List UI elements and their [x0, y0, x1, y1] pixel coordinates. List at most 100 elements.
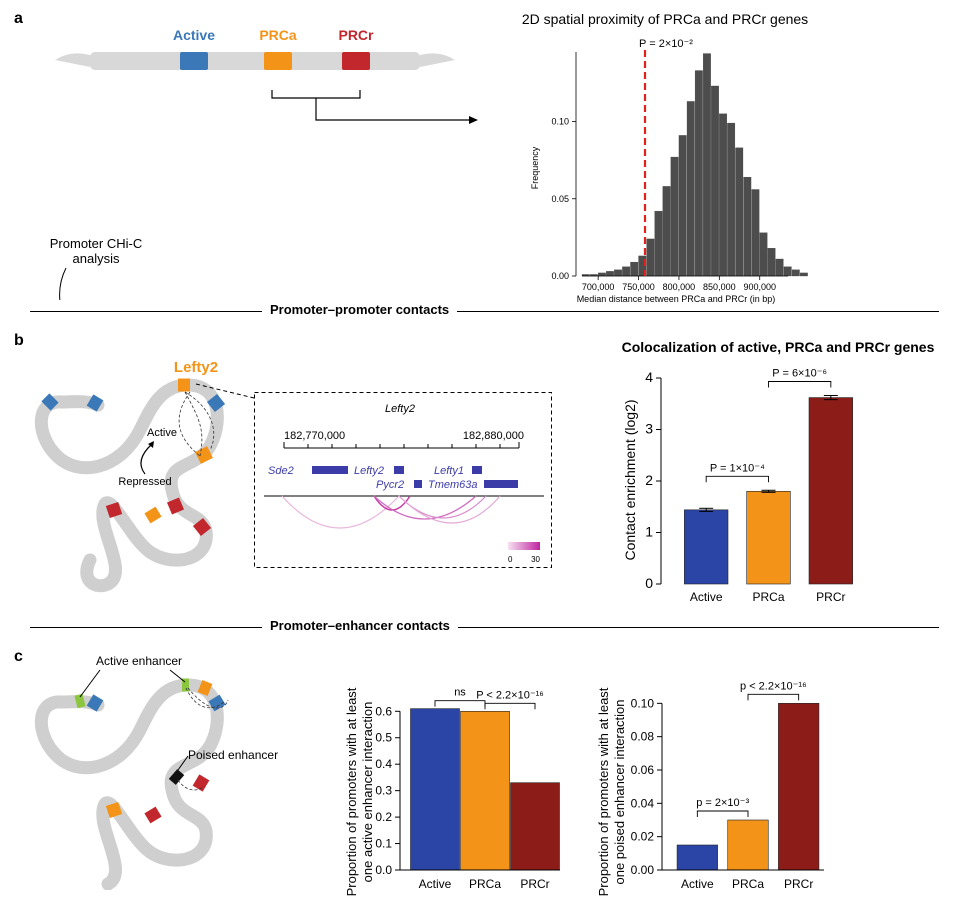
category-label: Active	[419, 877, 452, 891]
y-tick-label: 0.1	[375, 837, 392, 851]
contact-arc	[178, 391, 201, 457]
histogram-bar	[767, 248, 776, 277]
histogram-bar	[711, 85, 719, 277]
prca-gene-marker	[144, 506, 162, 524]
interaction-arcs	[281, 495, 501, 529]
histogram-bar	[791, 269, 800, 277]
histogram-bar	[670, 156, 679, 277]
y-tick-label: 0.0	[375, 863, 392, 877]
panel-label-b: b	[14, 332, 24, 349]
enhancer-contact-arc	[177, 779, 205, 791]
histogram-bar	[614, 269, 622, 277]
histogram-bar	[751, 189, 760, 277]
legend-prcr: PRCr	[338, 27, 374, 43]
coord-right: 182,880,000	[463, 430, 524, 442]
leader-line-active	[79, 669, 101, 698]
histogram-bar	[622, 266, 631, 277]
repressed-state-label: Repressed	[118, 476, 171, 488]
histogram-chart: 2D spatial proximity of PRCa and PRCr ge…	[522, 11, 808, 304]
bar-active	[676, 844, 718, 871]
bar-prcr	[510, 782, 560, 871]
coord-left: 182,770,000	[284, 430, 345, 442]
active-gene-marker	[206, 393, 226, 413]
y-tick-label: 0	[645, 575, 653, 591]
prcr-gene-marker	[192, 774, 210, 792]
active-gene-marker	[86, 394, 104, 412]
panel-c-schematic: Active enhancer Poised enhancer	[34, 654, 278, 890]
chromosome-end-right	[420, 53, 455, 67]
prcr-gene-marker	[192, 517, 212, 537]
color-scale-bar	[508, 542, 540, 550]
significance-bracket	[768, 381, 832, 388]
histogram-y-tick-label: 0.00	[551, 271, 569, 281]
significance-label: ns	[454, 687, 466, 699]
track-title: Lefty2	[385, 403, 415, 415]
zoom-line	[195, 383, 255, 399]
chromatin-fiber	[34, 378, 224, 593]
active-enhancer-chart: Proportion of promoters with at least on…	[344, 687, 560, 896]
gene-model-lefty2	[394, 466, 404, 474]
active-enhancer-ylabel-line1: Proportion of promoters with at least	[344, 687, 359, 896]
category-label: PRCa	[732, 877, 764, 891]
prcr-gene-marker	[167, 497, 184, 515]
panel-label-a: a	[14, 10, 23, 27]
significance-bracket	[484, 702, 536, 710]
side-label-line1: Promoter CHi-C	[50, 236, 142, 251]
scale-min: 0	[508, 555, 513, 564]
histogram-x-tick-label: 850,000	[703, 282, 736, 292]
lefty2-gene-label: Lefty2	[174, 359, 218, 376]
y-tick-label: 4	[645, 369, 653, 385]
legend-active: Active	[173, 27, 215, 43]
bar-active	[684, 509, 729, 585]
histogram-bar	[678, 135, 687, 277]
genome-track-inset: Lefty2 182,770,000 182,880,000 Sde2 Left…	[254, 392, 552, 568]
histogram-bar	[759, 232, 768, 277]
bar-active	[410, 708, 460, 871]
significance-bracket	[747, 693, 800, 701]
histogram-bar	[775, 258, 784, 277]
comparison-bracket	[271, 90, 361, 99]
active-state-label: Active	[147, 427, 177, 439]
chromosome-bar	[90, 52, 420, 70]
histogram-x-tick-label: 800,000	[663, 282, 696, 292]
contact-arc	[184, 391, 215, 451]
significance-label: p = 2×10⁻³	[696, 797, 749, 809]
prcr-gene-marker	[105, 501, 123, 519]
y-tick-label: 0.10	[631, 696, 655, 710]
significance-label: p < 2.2×10⁻¹⁶	[740, 680, 807, 692]
gene-models	[312, 466, 518, 488]
y-tick-label: 0.6	[375, 704, 392, 718]
significance-label: P = 1×10⁻⁴	[710, 462, 765, 474]
gene-model-pycr2	[414, 480, 422, 488]
colocalization-ylabel: Contact enrichment (log2)	[622, 399, 638, 560]
significance-bracket	[696, 810, 749, 817]
significance-label: P = 6×10⁻⁶	[772, 368, 827, 380]
section-divider-pe	[30, 627, 939, 628]
gene-model-tmem63a	[484, 480, 518, 488]
contact-arc	[184, 391, 203, 457]
prca-gene-block	[264, 52, 292, 70]
histogram-bar	[630, 261, 639, 277]
gene-model-lefty1	[472, 466, 482, 474]
leader-line-active	[169, 669, 186, 683]
arrow-head	[469, 116, 478, 124]
histogram-title: 2D spatial proximity of PRCa and PRCr ge…	[522, 11, 808, 27]
significance-label: P < 2.2×10⁻¹⁶	[476, 689, 544, 701]
section-title-promoter-promoter: Promoter–promoter contacts	[262, 302, 458, 317]
category-label: PRCr	[784, 877, 813, 891]
panel-a-schematic: Active PRCa PRCr Promoter CHi-C analysis	[50, 27, 478, 300]
histogram-annotation: P = 2×10⁻²	[639, 38, 693, 50]
prca-gene-marker	[195, 446, 213, 464]
gene-label-pycr2: Pycr2	[376, 479, 404, 491]
panel-b-schematic: Lefty2 Active Repressed	[34, 359, 255, 593]
bar-prca	[460, 710, 510, 871]
histogram-ylabel: Frequency	[530, 146, 540, 189]
significance-bracket	[434, 700, 486, 707]
enhancer-contact-arc	[187, 687, 229, 709]
y-tick-label: 0.06	[631, 763, 655, 777]
transition-arrow	[140, 443, 153, 475]
histogram-y-tick-label: 0.10	[551, 117, 569, 127]
poised-enhancer-marker	[168, 769, 185, 785]
bar-prca	[746, 491, 791, 585]
transition-arrow-head	[148, 441, 154, 448]
